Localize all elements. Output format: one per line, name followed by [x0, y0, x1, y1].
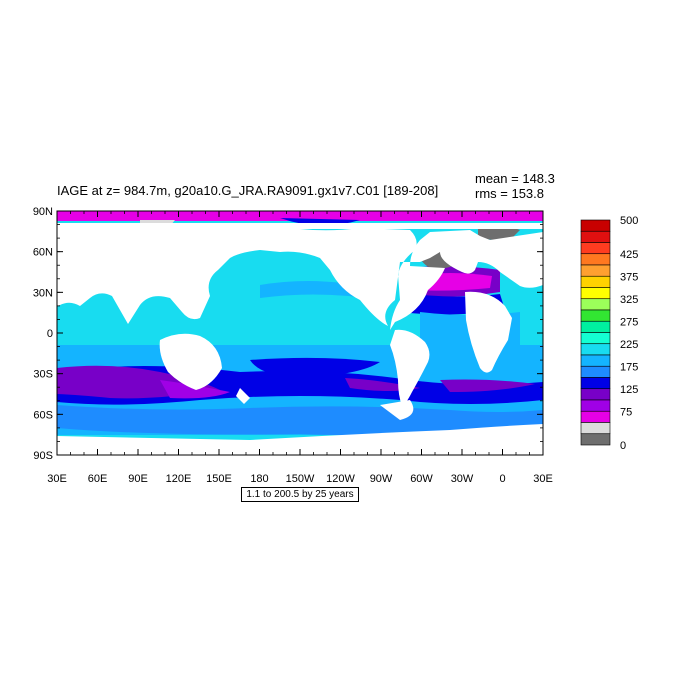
lat-label: 0: [47, 328, 53, 340]
colorbar-box: [580, 309, 611, 322]
africa-west: [465, 291, 512, 373]
colorbar-box: [580, 275, 611, 288]
lon-label: 30E: [533, 473, 553, 485]
colorbar-label: 175: [620, 361, 638, 373]
arctic-coast: [57, 223, 543, 229]
lon-label: 60E: [88, 473, 108, 485]
lon-label: 30E: [47, 473, 67, 485]
lat-label: 60N: [33, 247, 53, 259]
lon-label: 90W: [370, 473, 393, 485]
colorbar-box: [580, 253, 611, 266]
lat-label: 30N: [33, 287, 53, 299]
colorbar-box: [580, 433, 611, 446]
lon-label: 0: [499, 473, 505, 485]
rms-value: rms = 153.8: [475, 186, 545, 201]
colorbar-box: [580, 388, 611, 401]
colorbar-label: 75: [620, 406, 632, 418]
map-title: IAGE at z= 984.7m, g20a10.G_JRA.RA9091.g…: [57, 183, 439, 198]
south-pacific-deep: [250, 357, 380, 378]
lon-label: 60W: [410, 473, 433, 485]
antarctic-shelf: [57, 424, 543, 448]
northern-continents: [57, 228, 543, 330]
lat-label: 60S: [33, 409, 53, 421]
colorbar-box: [580, 242, 611, 255]
mean-value: mean = 148.3: [475, 171, 555, 186]
south-america: [390, 329, 430, 406]
colorbar-box: [580, 287, 611, 300]
colorbar-label: 275: [620, 316, 638, 328]
colorbar-box: [580, 230, 611, 243]
colorbar: 500 425 375 325 275 225 175 125 75 0: [580, 215, 638, 452]
colorbar-box: [580, 365, 611, 378]
colorbar-box: [580, 264, 611, 277]
lat-label: 30S: [33, 369, 53, 381]
contour-interval-note: 1.1 to 200.5 by 25 years: [241, 487, 359, 502]
lon-label: 120E: [166, 473, 192, 485]
longitude-axis: 30E 60E 90E 120E 150E 180 150W 120W 90W 60W 30W 0 30…: [47, 211, 553, 485]
lat-label: 90S: [33, 450, 53, 462]
colorbar-box: [580, 422, 611, 435]
latitude-axis: 90N 60N 30N 0 30S 60S 90S: [33, 206, 543, 462]
south-atlantic-purple: [440, 379, 535, 392]
lon-label: 180: [250, 473, 268, 485]
colorbar-label: 325: [620, 294, 638, 306]
colorbar-box: [580, 332, 611, 345]
colorbar-label: 500: [620, 215, 638, 227]
colorbar-label: 125: [620, 384, 638, 396]
lon-label: 150E: [206, 473, 232, 485]
lon-label: 120W: [326, 473, 355, 485]
colorbar-label: 225: [620, 339, 638, 351]
colorbar-box: [580, 343, 611, 356]
colorbar-box: [580, 320, 611, 333]
japan: [188, 255, 205, 272]
antarctic-peninsula: [380, 400, 414, 420]
colorbar-box: [580, 399, 611, 412]
circumpolar-band: [57, 405, 543, 436]
colorbar-box: [580, 219, 611, 232]
colorbar-box: [580, 298, 611, 311]
colorbar-label: 375: [620, 271, 638, 283]
lat-label: 90N: [33, 206, 53, 218]
australia: [159, 333, 222, 390]
new-zealand: [236, 388, 250, 404]
colorbar-label: 0: [620, 440, 626, 452]
lon-label: 150W: [286, 473, 315, 485]
lon-label: 30W: [451, 473, 474, 485]
colorbar-box: [580, 377, 611, 390]
greenland-sea-gray: [478, 225, 520, 241]
colorbar-box: [580, 410, 611, 423]
lon-label: 90E: [128, 473, 148, 485]
colorbar-box: [580, 354, 611, 367]
colorbar-label: 425: [620, 249, 638, 261]
ocean-field: [57, 211, 543, 455]
